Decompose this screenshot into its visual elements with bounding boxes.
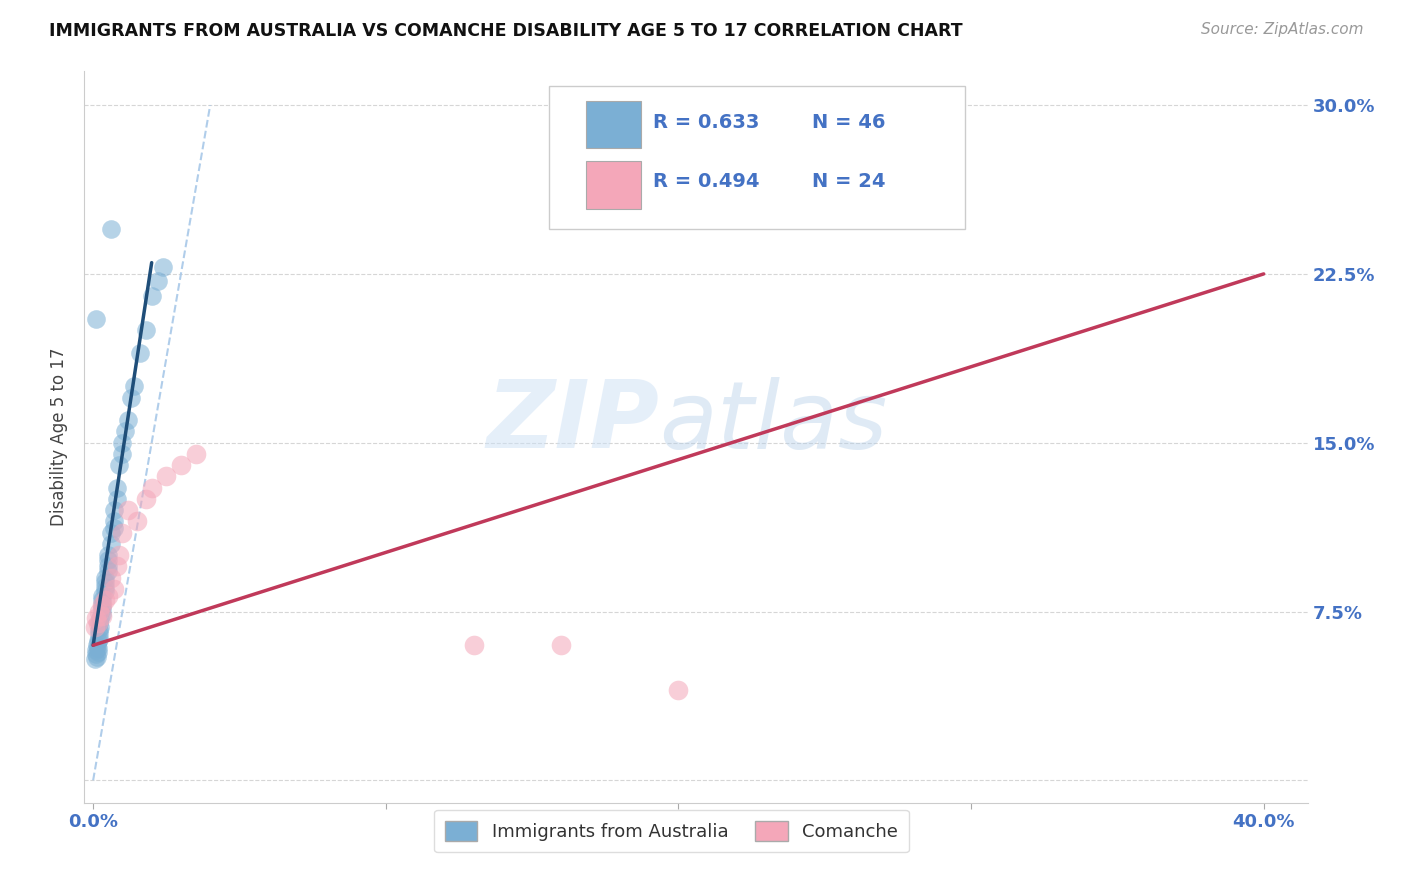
Point (184, 447, 207, 461)
Point (87, 623, 110, 637)
Text: R = 0.633: R = 0.633 (654, 113, 759, 132)
Point (117, 413, 139, 427)
FancyBboxPatch shape (586, 101, 641, 148)
Point (103, 503, 125, 517)
Point (83, 652, 105, 666)
Point (114, 425, 136, 439)
Point (94, 584, 117, 599)
Text: N = 24: N = 24 (813, 171, 886, 191)
Text: ZIP: ZIP (486, 376, 659, 468)
Text: R = 0.494: R = 0.494 (654, 171, 759, 191)
Point (170, 458, 193, 473)
Point (105, 481, 128, 495)
Point (111, 447, 134, 461)
Point (100, 571, 122, 585)
Point (84, 647, 107, 661)
Point (90, 598, 112, 612)
Point (87, 615, 110, 630)
Point (97, 589, 120, 603)
Point (550, 638, 572, 652)
Point (97, 564, 120, 578)
Point (103, 515, 125, 529)
Text: N = 46: N = 46 (813, 113, 886, 132)
Point (103, 582, 125, 596)
Point (84, 312, 107, 326)
Point (97, 559, 120, 574)
Text: IMMIGRANTS FROM AUSTRALIA VS COMANCHE DISABILITY AGE 5 TO 17 CORRELATION CHART: IMMIGRANTS FROM AUSTRALIA VS COMANCHE DI… (49, 22, 963, 40)
Point (86, 615, 108, 630)
Point (105, 491, 128, 506)
Point (90, 607, 112, 621)
Point (89, 620, 111, 634)
Point (122, 379, 145, 393)
Point (120, 391, 142, 405)
Point (146, 274, 169, 288)
Point (86, 645, 108, 659)
Legend: Immigrants from Australia, Comanche: Immigrants from Australia, Comanche (434, 810, 910, 852)
Point (105, 559, 128, 574)
Point (94, 593, 117, 607)
Point (100, 525, 122, 540)
Point (152, 260, 174, 275)
Point (87, 632, 110, 646)
Point (111, 435, 134, 450)
Point (90, 609, 112, 624)
Point (141, 289, 163, 303)
Point (135, 491, 157, 506)
Point (89, 611, 111, 625)
Point (87, 605, 110, 619)
Point (84, 620, 107, 634)
Point (84, 611, 107, 625)
Point (108, 548, 131, 562)
Point (125, 515, 148, 529)
Y-axis label: Disability Age 5 to 17: Disability Age 5 to 17 (51, 348, 69, 526)
Point (94, 575, 117, 590)
Point (103, 521, 125, 535)
Point (97, 553, 120, 567)
Point (90, 589, 112, 603)
Point (463, 638, 485, 652)
Point (86, 638, 108, 652)
Point (111, 525, 134, 540)
Point (87, 640, 110, 655)
FancyBboxPatch shape (586, 161, 641, 209)
Point (86, 649, 108, 664)
FancyBboxPatch shape (550, 86, 965, 228)
Point (931, 177, 953, 191)
Point (90, 593, 112, 607)
Point (108, 458, 131, 473)
Point (100, 537, 122, 551)
Point (87, 627, 110, 641)
Point (668, 683, 690, 698)
Point (129, 345, 152, 359)
Point (100, 222, 122, 236)
Point (94, 571, 117, 585)
Point (141, 481, 163, 495)
Point (90, 602, 112, 616)
Point (90, 598, 112, 612)
Point (117, 503, 139, 517)
Point (155, 469, 177, 483)
Point (97, 548, 120, 562)
Text: Source: ZipAtlas.com: Source: ZipAtlas.com (1201, 22, 1364, 37)
Point (84, 642, 107, 657)
Point (86, 633, 108, 648)
Text: atlas: atlas (659, 377, 887, 468)
Point (94, 580, 117, 594)
Point (135, 323, 157, 337)
